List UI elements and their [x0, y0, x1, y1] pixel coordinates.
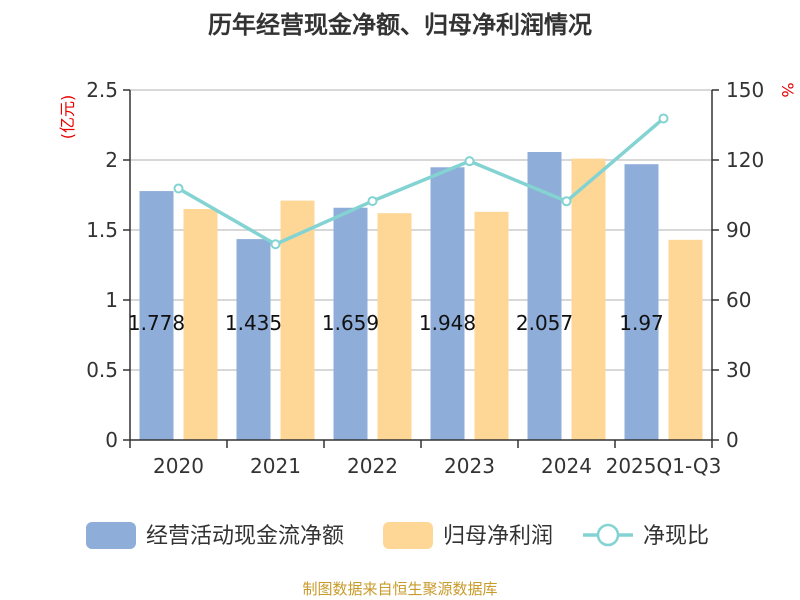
legend-label-netprofit[interactable]: 归母净利润: [443, 524, 553, 549]
right-axis-tick-label: 90: [726, 218, 751, 242]
bar-data-label: 1.97: [619, 311, 664, 335]
bar-cashflow: [430, 167, 465, 440]
line-point: [658, 113, 669, 124]
bar-data-label: 1.778: [128, 311, 185, 335]
bar-cashflow: [624, 164, 659, 440]
x-axis-tick-label: 2021: [250, 454, 301, 478]
line-point: [367, 196, 378, 207]
bar-data-label: 1.435: [225, 311, 282, 335]
line-point: [173, 183, 184, 194]
left-axis-tick-label: 2: [105, 148, 118, 172]
left-axis-tick-label: 0.5: [86, 358, 118, 382]
x-axis-tick-label: 2025Q1-Q3: [606, 454, 722, 478]
right-axis-tick-label: 0: [726, 428, 739, 452]
right-axis-tick-label: 60: [726, 288, 751, 312]
line-point: [561, 196, 572, 207]
left-axis-unit: (亿元): [58, 95, 77, 140]
right-axis-tick-label: 120: [726, 148, 764, 172]
legend[interactable]: 经营活动现金流净额 归母净利润 净现比: [86, 522, 709, 549]
source-note: 制图数据来自恒生聚源数据库: [302, 580, 497, 598]
right-axis-unit: %: [778, 82, 797, 97]
legend-label-cashflow[interactable]: 经营活动现金流净额: [146, 524, 344, 549]
bar-netprofit: [280, 200, 315, 440]
bar-data-label: 1.659: [322, 311, 379, 335]
axes: 0 0 0.5 30 1 60 1.5 90 2 120 2.5 150 2020 2021 2022 202…: [86, 78, 764, 478]
bar-cashflow: [333, 207, 368, 440]
bar-netprofit: [571, 158, 606, 440]
legend-label-ratio[interactable]: 净现比: [643, 524, 709, 549]
bar-netprofit: [377, 213, 412, 440]
x-axis-tick-label: 2020: [153, 454, 204, 478]
line-marks: [173, 113, 669, 250]
left-axis-tick-label: 0: [105, 428, 118, 452]
left-axis-tick-label: 1: [105, 288, 118, 312]
right-axis-tick-label: 150: [726, 78, 764, 102]
left-axis-tick-label: 2.5: [86, 78, 118, 102]
bar-marks: [139, 152, 703, 440]
legend-swatch-netprofit[interactable]: [383, 522, 433, 549]
legend-marker-line[interactable]: [596, 523, 620, 547]
bar-data-label: 1.948: [419, 311, 476, 335]
data-labels: 1.778 1.435 1.659 1.948 2.057 1.97: [128, 311, 664, 335]
x-axis-tick-label: 2024: [541, 454, 592, 478]
x-axis-tick-label: 2023: [444, 454, 495, 478]
legend-swatch-cashflow[interactable]: [86, 522, 136, 549]
chart-title: 历年经营现金净额、归母净利润情况: [208, 11, 592, 39]
line-series-netcash-ratio: [177, 117, 665, 247]
bar-cashflow: [139, 191, 174, 440]
bar-cashflow: [236, 239, 271, 440]
line-point: [270, 239, 281, 250]
bar-netprofit: [183, 209, 218, 440]
bar-data-label: 2.057: [516, 311, 573, 335]
bar-cashflow: [527, 152, 562, 440]
line-point: [464, 156, 475, 167]
x-axis-tick-label: 2022: [347, 454, 398, 478]
right-axis-tick-label: 30: [726, 358, 751, 382]
bar-netprofit: [668, 239, 703, 440]
bar-netprofit: [474, 211, 509, 440]
left-axis-tick-label: 1.5: [86, 218, 118, 242]
